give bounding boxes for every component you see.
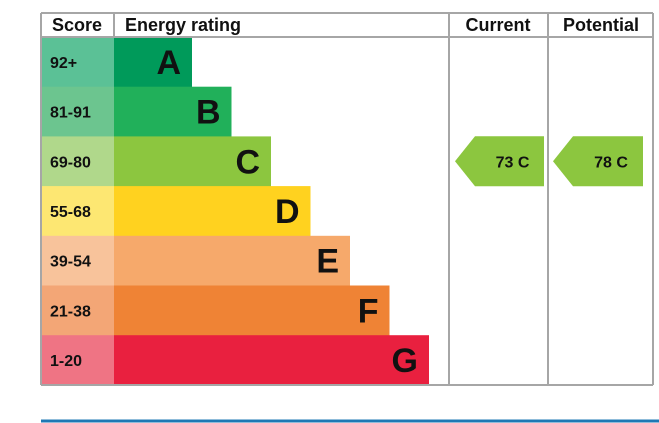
score-range-e: 39-54 bbox=[50, 254, 91, 271]
current-rating-label: 73 C bbox=[496, 154, 530, 171]
header-score: Score bbox=[52, 15, 102, 35]
score-cell-f bbox=[41, 285, 114, 336]
table-grid bbox=[40, 12, 654, 386]
score-cell-b bbox=[41, 86, 114, 137]
score-range-b: 81-91 bbox=[50, 105, 91, 122]
score-range-f: 21-38 bbox=[50, 303, 91, 320]
band-bar-g bbox=[114, 335, 429, 386]
score-cell-c bbox=[41, 136, 114, 187]
score-cell-e bbox=[41, 235, 114, 287]
band-bar-d bbox=[114, 186, 311, 237]
band-letter-c: C bbox=[235, 143, 260, 181]
rating-bands: 92+ A 81-91 B 69-80 C 55-68 D 39-54 E 21-38 F 1-20 G bbox=[41, 37, 429, 386]
band-letter-d: D bbox=[275, 193, 300, 231]
score-range-a: 92+ bbox=[50, 55, 77, 72]
band-bar-f bbox=[114, 285, 390, 336]
potential-arrow bbox=[553, 136, 643, 187]
band-bar-b bbox=[114, 86, 232, 137]
band-bar-e bbox=[114, 235, 350, 287]
header-potential: Potential bbox=[563, 15, 639, 35]
header-energy-rating: Energy rating bbox=[125, 15, 241, 35]
band-bar-a bbox=[114, 37, 192, 88]
score-range-g: 1-20 bbox=[50, 353, 82, 370]
score-range-d: 55-68 bbox=[50, 204, 91, 221]
score-cell-d bbox=[41, 186, 114, 237]
band-letter-b: B bbox=[196, 94, 221, 132]
band-letter-a: A bbox=[156, 44, 181, 82]
potential-rating-label: 78 C bbox=[594, 154, 628, 171]
band-letter-g: G bbox=[392, 342, 418, 380]
band-bar-c bbox=[114, 136, 271, 187]
current-arrow bbox=[455, 136, 544, 187]
band-letter-e: E bbox=[316, 243, 339, 281]
score-cell-a bbox=[41, 37, 114, 88]
band-letter-f: F bbox=[358, 292, 379, 330]
score-range-c: 69-80 bbox=[50, 154, 91, 171]
header-current: Current bbox=[465, 15, 530, 35]
rating-indicators: 73 C 78 C bbox=[455, 136, 643, 187]
score-cell-g bbox=[41, 335, 114, 386]
